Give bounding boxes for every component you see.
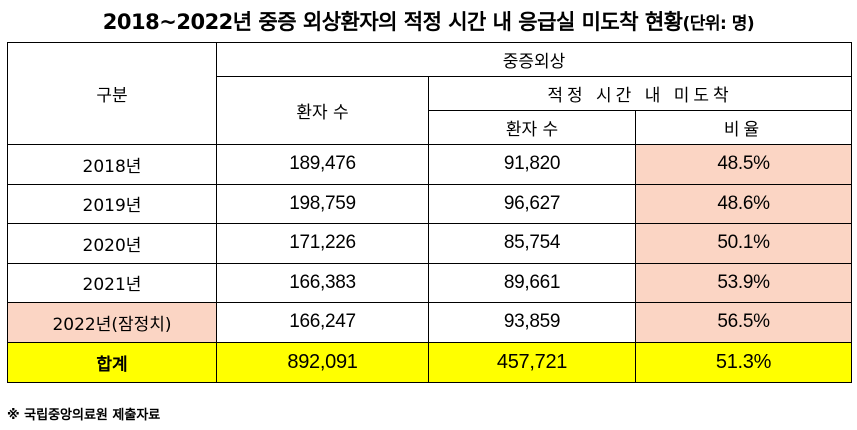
- header-patients: 환자 수: [216, 76, 429, 145]
- total-patients: 892,091: [216, 341, 429, 383]
- row-patients: 166,383: [216, 262, 429, 303]
- total-row: 합계 892,091 457,721 51.3%: [7, 341, 852, 383]
- page-title: 2018~2022년 중증 외상환자의 적정 시간 내 응급실 미도착 현황(단…: [0, 6, 857, 36]
- total-label: 합계: [7, 341, 217, 383]
- header-ratio: 비율: [635, 110, 852, 145]
- row-year: 2019년: [7, 183, 217, 224]
- row-patients: 171,226: [216, 223, 429, 264]
- row-patients: 198,759: [216, 183, 429, 224]
- title-unit: (단위: 명): [682, 14, 755, 34]
- row-not-arrived: 85,754: [428, 223, 636, 264]
- row-ratio: 50.1%: [635, 223, 852, 264]
- source-note: ※ 국립중앙의료원 제출자료: [7, 408, 161, 423]
- header-row-2: 환자 수 적정 시간 내 미도착: [8, 76, 852, 145]
- title-text: 2018~2022년 중증 외상환자의 적정 시간 내 응급실 미도착 현황: [102, 10, 683, 34]
- header-not-arrived-patients: 환자 수: [428, 110, 636, 145]
- row-ratio: 48.6%: [635, 183, 852, 224]
- total-not-arrived: 457,721: [428, 341, 636, 383]
- row-not-arrived: 93,859: [428, 302, 636, 343]
- row-not-arrived: 91,820: [428, 144, 636, 185]
- header-category: 구분: [7, 42, 217, 145]
- row-year: 2020년: [7, 223, 217, 264]
- statistics-table: 구분 중증외상 환자 수 적정 시간 내 미도착 환자 수 비율 2018년 1…: [7, 42, 852, 383]
- total-ratio: 51.3%: [635, 341, 852, 383]
- row-ratio: 53.9%: [635, 262, 852, 303]
- row-patients: 189,476: [216, 144, 429, 185]
- table-row: 2020년 171,226 85,754 50.1%: [7, 223, 852, 264]
- row-patients: 166,247: [216, 302, 429, 343]
- table-row: 2019년 198,759 96,627 48.6%: [7, 183, 852, 224]
- header-row-3: 환자 수 비율: [8, 110, 852, 145]
- row-year: 2022년(잠정치): [7, 302, 217, 343]
- header-not-arrived: 적정 시간 내 미도착: [428, 76, 852, 111]
- row-not-arrived: 96,627: [428, 183, 636, 224]
- row-year: 2021년: [7, 262, 217, 303]
- row-ratio: 56.5%: [635, 302, 852, 343]
- header-row-1: 구분 중증외상: [7, 42, 852, 145]
- row-not-arrived: 89,661: [428, 262, 636, 303]
- row-year: 2018년: [7, 144, 217, 185]
- header-group: 중증외상: [216, 42, 852, 77]
- table-row: 2018년 189,476 91,820 48.5%: [7, 144, 852, 185]
- table-row-provisional: 2022년(잠정치) 166,247 93,859 56.5%: [7, 302, 852, 343]
- table-row: 2021년 166,383 89,661 53.9%: [7, 262, 852, 303]
- row-ratio: 48.5%: [635, 144, 852, 185]
